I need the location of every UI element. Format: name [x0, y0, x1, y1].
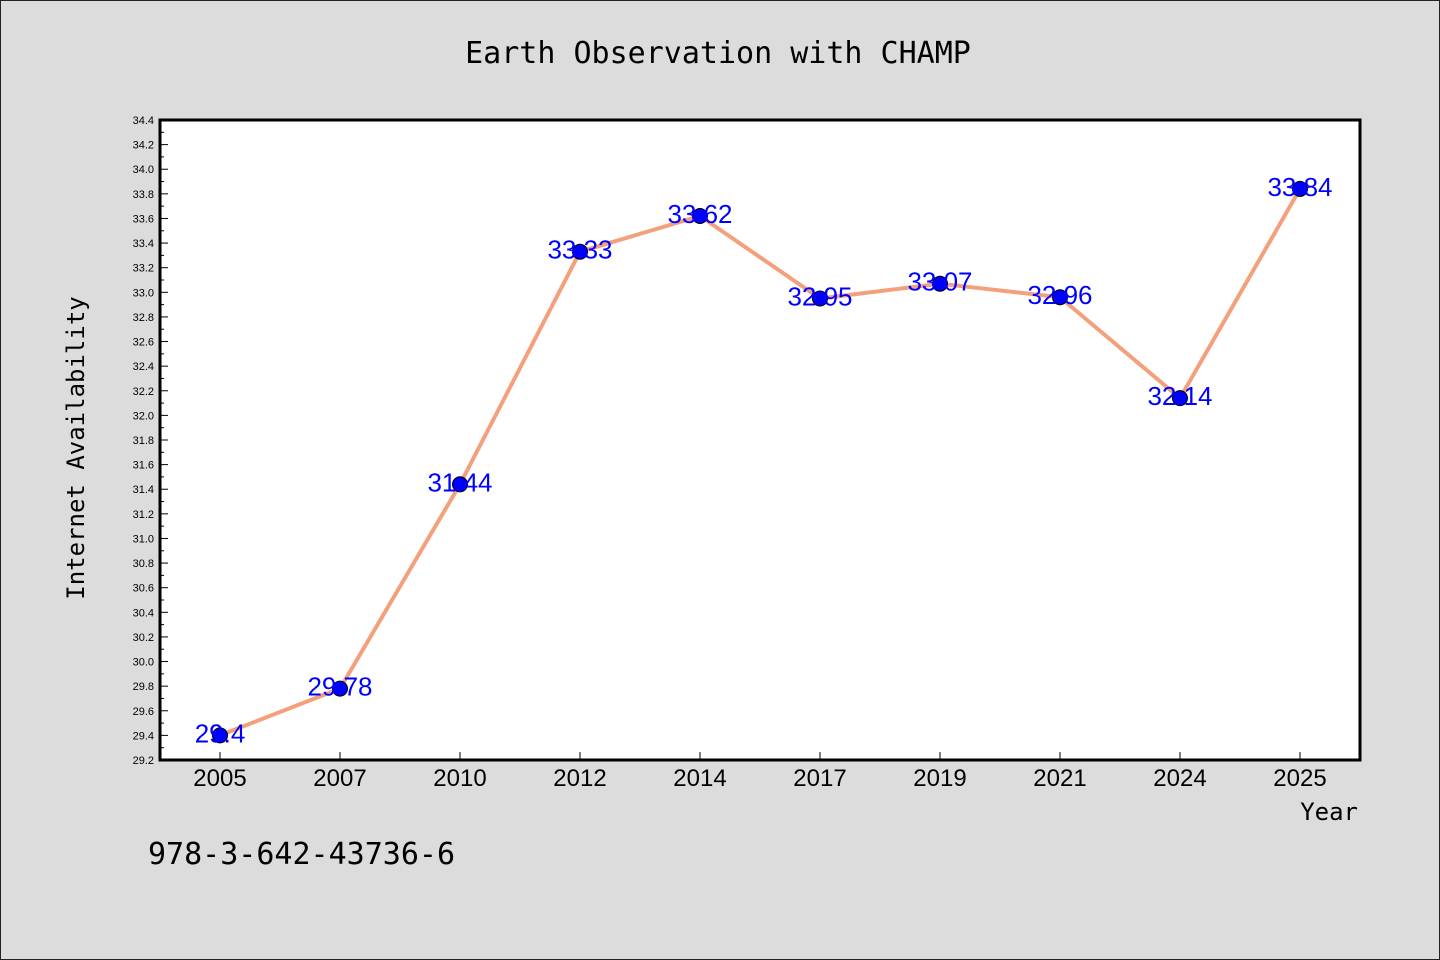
data-label: 33.62 [667, 199, 732, 229]
data-point [1172, 390, 1188, 407]
x-tick-label: 2007 [313, 765, 366, 792]
y-tick-label: 29.2 [133, 755, 154, 767]
data-point [332, 680, 348, 697]
y-tick-label: 33.6 [133, 213, 154, 225]
plot-area [158, 118, 1362, 762]
x-tick-label: 2021 [1033, 765, 1086, 792]
y-tick-label: 29.6 [133, 706, 154, 718]
data-label: 31.44 [427, 467, 492, 497]
series-polyline [218, 186, 1302, 738]
y-tick-label: 31.4 [133, 484, 154, 496]
x-tick-label: 2019 [913, 765, 966, 792]
x-axis-label: Year [1300, 798, 1358, 826]
y-tick-label: 31.2 [133, 509, 154, 521]
y-tick-label: 33.2 [133, 263, 154, 275]
isbn-annotation: 978-3-642-43736-6 [148, 837, 455, 872]
data-point [452, 476, 468, 493]
y-tick-label: 30.4 [133, 607, 154, 619]
y-tick-label: 32.8 [133, 312, 154, 324]
y-tick-label: 31.6 [133, 460, 154, 472]
y-tick-label: 32.4 [133, 361, 154, 373]
data-label: 32.95 [787, 281, 852, 311]
data-label: 33.33 [547, 235, 612, 265]
data-point [932, 275, 948, 292]
y-tick-label: 34.4 [133, 115, 154, 127]
data-labels: 29.4 29.78 31.44 33.33 33.62 32.95 33.07 32.96 3… [195, 172, 1333, 748]
y-tick-label: 30.0 [133, 657, 154, 669]
x-tick-label: 2005 [193, 765, 246, 792]
y-tick-label: 31.8 [133, 435, 154, 447]
y-tick-label: 33.0 [133, 287, 154, 299]
y-tick-label: 29.4 [133, 730, 154, 742]
series-markers [212, 180, 1308, 744]
x-tick-label: 2025 [1273, 765, 1326, 792]
x-tick-label: 2010 [433, 765, 486, 792]
y-axis-label: Internet Availability [62, 296, 90, 599]
data-point [1292, 180, 1308, 197]
data-point [812, 290, 828, 307]
y-axis: 29.2 29.4 29.6 29.8 30.0 30.2 30.4 30.6 30.8 31.0… [133, 115, 168, 767]
data-label: 32.96 [1027, 280, 1092, 310]
x-tick-label: 2024 [1153, 765, 1206, 792]
y-tick-label: 30.6 [133, 583, 154, 595]
x-tick-label: 2012 [553, 765, 606, 792]
y-tick-label: 32.2 [133, 386, 154, 398]
y-tick-label: 34.2 [133, 140, 154, 152]
chart-title: Earth Observation with CHAMP [465, 36, 971, 71]
y-tick-label: 33.8 [133, 189, 154, 201]
y-tick-label: 34.0 [133, 164, 154, 176]
data-label: 29.78 [307, 672, 372, 702]
data-label: 33.84 [1267, 172, 1332, 202]
y-tick-label: 31.0 [133, 533, 154, 545]
x-axis: 2005 2007 2010 2012 2014 2017 2019 2021 2024 2025 [193, 752, 1327, 792]
y-tick-label: 30.2 [133, 632, 154, 644]
x-tick-label: 2014 [673, 765, 726, 792]
y-tick-label: 30.8 [133, 558, 154, 570]
data-point [692, 208, 708, 224]
y-tick-label: 29.8 [133, 681, 154, 693]
x-tick-label: 2017 [793, 765, 846, 792]
data-label: 33.07 [907, 267, 972, 297]
data-point [572, 243, 588, 260]
data-label: 32.14 [1147, 381, 1212, 411]
y-tick-label: 32.6 [133, 337, 154, 349]
series-line [218, 186, 1302, 738]
y-tick-label: 33.4 [133, 238, 154, 250]
data-label: 29.4 [195, 718, 246, 748]
data-point [212, 727, 228, 744]
y-tick-label: 32.0 [133, 410, 154, 422]
data-point [1052, 289, 1068, 306]
